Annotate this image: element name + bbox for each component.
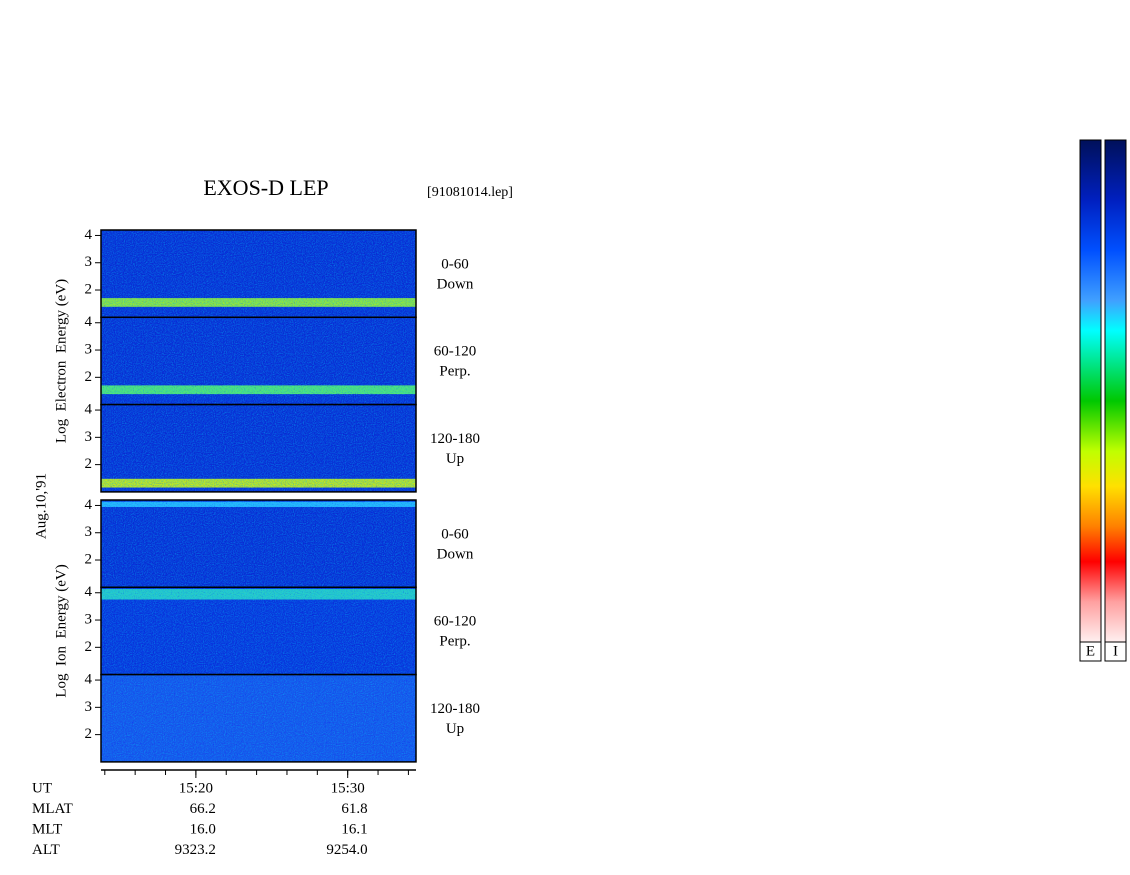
orbit-label: ALT	[32, 842, 60, 858]
orbit-value: 16.1	[341, 821, 367, 837]
y-tick-label: 2	[85, 639, 93, 655]
y-axis-label: Log Ion Energy (eV)	[53, 564, 69, 697]
y-tick-label: 4	[85, 314, 93, 330]
spectrogram-noise	[101, 404, 416, 492]
panel-direction: Up	[446, 451, 464, 467]
y-tick-label: 2	[85, 551, 93, 567]
panel-direction: Perp.	[439, 634, 470, 650]
colorbar-i	[1104, 139, 1127, 643]
y-tick-label: 4	[85, 497, 93, 513]
y-tick-label: 4	[85, 401, 93, 417]
y-tick-label: 2	[85, 456, 93, 472]
colorbar: E I	[1079, 139, 1127, 662]
panel-angle: 120-180	[430, 431, 480, 447]
orbit-label: UT	[32, 780, 52, 796]
x-tick-label: 15:20	[179, 780, 213, 796]
panel-direction: Down	[437, 546, 474, 562]
spectrogram-noise	[101, 230, 416, 318]
panel-angle: 60-120	[434, 614, 477, 630]
orbit-value: 9254.0	[326, 842, 367, 858]
panel-angle: 120-180	[430, 701, 480, 717]
orbit-value: 16.0	[190, 821, 216, 837]
panel-frame	[100, 673, 417, 763]
y-tick-label: 3	[85, 341, 93, 357]
y-tick-label: 3	[85, 699, 93, 715]
y-tick-label: 3	[85, 254, 93, 270]
panel-direction: Down	[437, 276, 474, 292]
y-tick-label: 4	[85, 584, 93, 600]
y-tick-label: 3	[85, 524, 93, 540]
spectrogram-noise	[101, 317, 416, 405]
file-name: [91081014.lep]	[427, 185, 513, 200]
orbit-value: 61.8	[341, 801, 367, 817]
colorbar-label: E	[1086, 643, 1095, 659]
spectrogram-noise	[101, 674, 416, 762]
panel-direction: Up	[446, 721, 464, 737]
panel-angle: 0-60	[441, 256, 469, 272]
colorbar-e	[1079, 139, 1102, 643]
orbit-label: MLAT	[32, 801, 73, 817]
date: Aug.10,'91	[33, 473, 49, 539]
colorbar-label: I	[1113, 643, 1118, 659]
orbit-value: 66.2	[190, 801, 216, 817]
colorbar-box	[1104, 641, 1127, 662]
spectrogram-noise	[101, 500, 416, 588]
y-tick-label: 3	[85, 611, 93, 627]
y-tick-label: 4	[85, 671, 93, 687]
y-tick-label: 2	[85, 369, 93, 385]
panel-angle: 0-60	[441, 526, 469, 542]
y-tick-label: 4	[85, 227, 93, 243]
y-axis-label: Log Electron Energy (eV)	[53, 279, 69, 443]
y-tick-label: 3	[85, 429, 93, 445]
panel-direction: Perp.	[439, 364, 470, 380]
y-tick-label: 2	[85, 726, 93, 742]
colorbar-box	[1079, 641, 1102, 662]
spectrogram-noise	[101, 587, 416, 675]
orbit-label: MLT	[32, 821, 62, 837]
title: EXOS-D LEP	[203, 175, 328, 200]
x-tick-label: 15:30	[331, 780, 365, 796]
panel-frame	[100, 403, 417, 493]
orbit-value: 9323.2	[175, 842, 216, 858]
y-tick-label: 2	[85, 281, 93, 297]
panel-angle: 60-120	[434, 344, 477, 360]
